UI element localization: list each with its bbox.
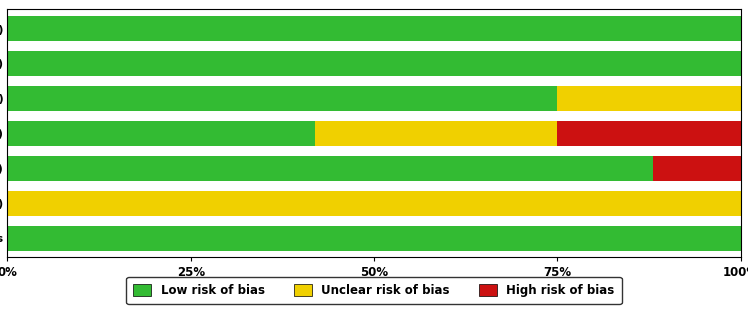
Bar	[7, 191, 741, 216]
Bar	[7, 121, 316, 146]
Bar	[316, 121, 557, 146]
Bar	[7, 86, 557, 111]
Bar	[7, 225, 741, 251]
Legend: Low risk of bias, Unclear risk of bias, High risk of bias: Low risk of bias, Unclear risk of bias, …	[126, 277, 622, 304]
Bar	[7, 51, 741, 76]
Bar	[652, 156, 741, 181]
Bar	[7, 16, 741, 41]
Bar	[7, 156, 652, 181]
Bar	[557, 86, 741, 111]
Bar	[557, 121, 741, 146]
